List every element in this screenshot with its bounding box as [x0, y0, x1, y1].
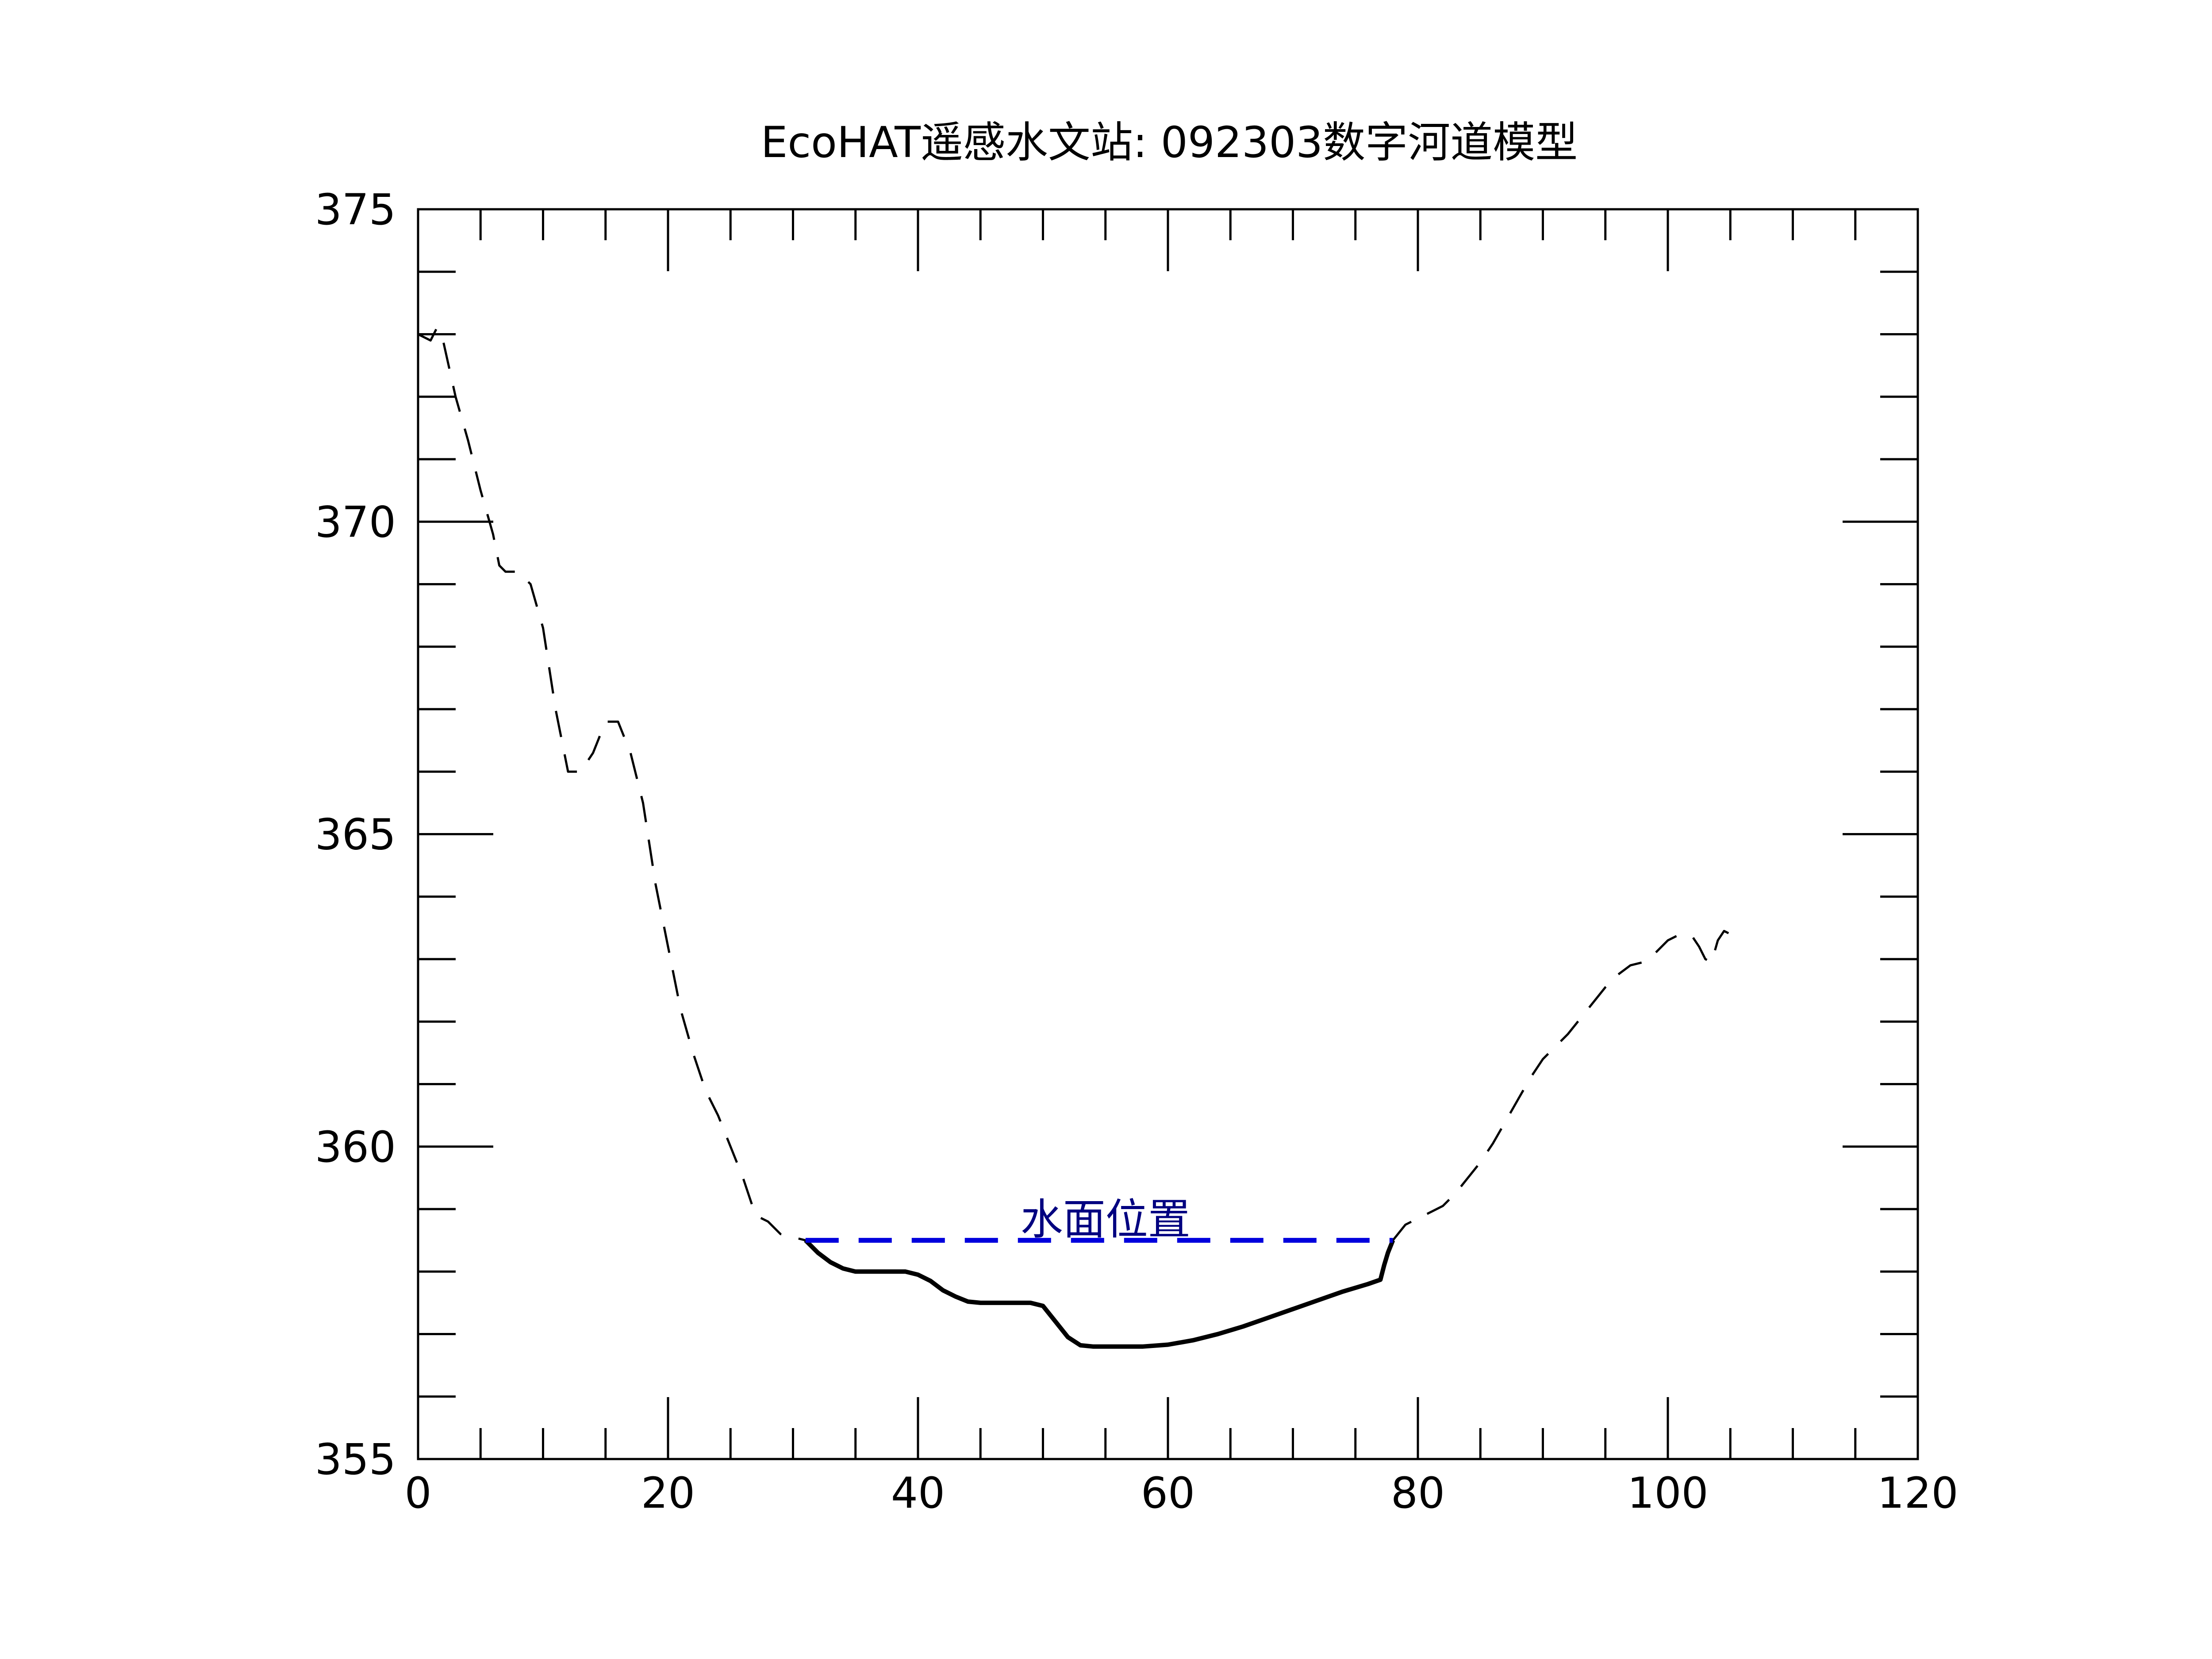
y-tick-label: 360 — [315, 1122, 396, 1172]
y-tick-label: 375 — [315, 185, 396, 234]
y-tick-label: 370 — [315, 497, 396, 547]
series-group — [417, 326, 1731, 1349]
chart-title: EcoHAT遥感水文站: 092303数字河道模型 — [761, 118, 1578, 167]
series-channel-bed — [804, 1239, 1395, 1349]
x-tick-label: 120 — [1877, 1468, 1958, 1518]
y-tick-label: 365 — [315, 810, 396, 860]
x-tick-label: 80 — [1391, 1468, 1445, 1518]
series-bank-right — [1392, 929, 1731, 1241]
x-tick-label: 20 — [641, 1468, 695, 1518]
water-surface-annotation: 水面位置 — [1021, 1195, 1190, 1244]
series-bank-left — [417, 326, 806, 1242]
axis-ticks — [417, 208, 1919, 1460]
y-tick-label: 355 — [315, 1435, 396, 1484]
plot-frame — [417, 208, 1919, 1460]
x-tick-label: 100 — [1627, 1468, 1708, 1518]
x-tick-label: 0 — [404, 1468, 431, 1518]
axis-labels: 0 20 40 60 80 100 120 355 360 365 370 375 — [315, 185, 1959, 1518]
x-tick-label: 60 — [1141, 1468, 1195, 1518]
x-tick-label: 40 — [891, 1468, 945, 1518]
